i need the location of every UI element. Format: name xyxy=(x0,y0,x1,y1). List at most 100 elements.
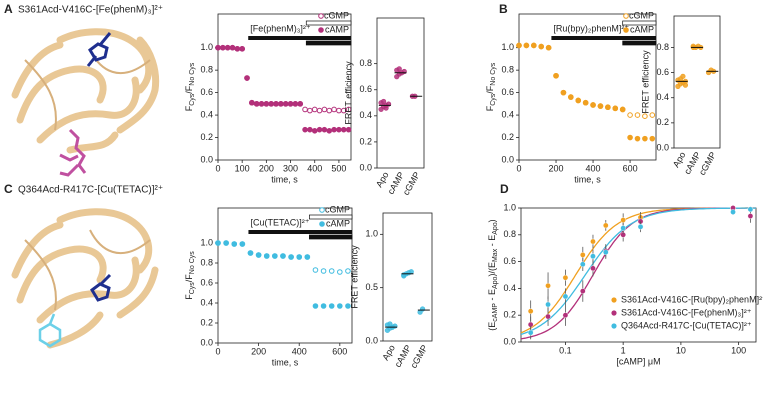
data-point xyxy=(345,106,352,113)
x-tick-label: 400 xyxy=(307,163,322,173)
data-point xyxy=(642,113,648,119)
data-point xyxy=(545,301,551,308)
legend-label: cAMP xyxy=(326,218,350,228)
protein-structure xyxy=(11,208,159,349)
data-point xyxy=(545,313,551,320)
y-tick-label: 0.6 xyxy=(200,277,213,287)
y-axis-label-part: No Cys xyxy=(189,62,196,85)
y-axis-label: FCys/FNo Cys xyxy=(184,251,195,300)
x-tick-label: cGMP xyxy=(408,343,429,370)
y-axis-label-part: No Cys xyxy=(189,251,196,274)
y-axis-label-part: /F xyxy=(184,85,194,94)
y-axis-label-part: Apo xyxy=(492,276,499,289)
legend-marker xyxy=(318,27,324,33)
data-point xyxy=(304,254,311,260)
y-tick-label: 0.4 xyxy=(200,297,213,307)
data-point xyxy=(234,46,241,52)
data-point xyxy=(747,206,754,213)
data-point xyxy=(562,293,569,300)
x-tick-label: 1 xyxy=(621,345,626,355)
y-tick-label: 0.6 xyxy=(359,84,372,94)
y-tick-label: 1.0 xyxy=(200,42,213,52)
data-point xyxy=(580,288,586,294)
plot-frame xyxy=(217,13,352,161)
y-tick-label: 0.4 xyxy=(200,109,213,119)
y-tick-label: 0.2 xyxy=(656,117,669,127)
data-point xyxy=(682,82,689,88)
panel-label: C xyxy=(4,182,13,196)
y-axis-label-part: /F xyxy=(485,85,495,94)
plot-frame xyxy=(520,207,757,343)
y-axis-label: FCys/FNo Cys xyxy=(184,62,195,111)
x-axis-label: time, s xyxy=(272,357,299,367)
ligand-bar xyxy=(622,40,657,46)
y-tick-label: 0.6 xyxy=(656,67,669,77)
y-axis-label: FRET efficiency xyxy=(349,245,359,309)
y-tick-label: 0.6 xyxy=(501,87,514,97)
legend-label: cAMP xyxy=(630,24,654,34)
data-point xyxy=(568,94,574,100)
legend-label: cAMP xyxy=(325,24,349,34)
y-tick-label: 0.4 xyxy=(503,283,516,293)
y-tick-label: 0.0 xyxy=(359,162,372,172)
data-point xyxy=(401,272,407,278)
data-point xyxy=(215,240,221,246)
x-tick-label: 10 xyxy=(676,345,686,355)
data-point xyxy=(336,107,342,114)
data-point xyxy=(278,101,284,107)
data-point xyxy=(239,241,246,247)
data-point xyxy=(582,99,589,106)
legend-marker xyxy=(319,207,325,213)
x-tick-label: 200 xyxy=(259,163,274,173)
data-point xyxy=(296,254,303,260)
data-point xyxy=(239,46,245,52)
y-axis-label-part: )/(E xyxy=(487,262,497,277)
y-tick-label: 0.0 xyxy=(200,154,213,164)
data-point xyxy=(580,261,586,268)
y-tick-label: 0.2 xyxy=(200,132,213,142)
y-tick-label: 0.8 xyxy=(200,257,213,267)
data-point xyxy=(545,282,551,289)
y-tick-label: 0.0 xyxy=(501,154,514,164)
y-axis-label-part: - E xyxy=(487,235,497,249)
y-tick-label: 0.6 xyxy=(503,256,516,266)
data-point xyxy=(730,209,736,215)
plot-frame xyxy=(673,15,721,149)
ion-bar xyxy=(551,36,656,40)
data-point xyxy=(649,112,656,118)
data-point xyxy=(634,112,641,118)
data-point xyxy=(605,104,611,111)
data-point xyxy=(637,223,644,230)
x-tick-label: 0 xyxy=(516,163,521,173)
data-point xyxy=(224,44,231,51)
data-point xyxy=(619,106,626,113)
legend-marker xyxy=(611,297,617,303)
data-point xyxy=(419,306,426,312)
data-point xyxy=(345,303,351,309)
data-point xyxy=(311,128,318,134)
data-point xyxy=(326,107,333,114)
y-axis-label: (EcAMP - EApo)/(EMax - EApo) xyxy=(487,219,498,330)
y-tick-label: 0.4 xyxy=(656,92,669,102)
data-point xyxy=(307,107,313,114)
panel-label: A xyxy=(4,2,13,16)
data-point xyxy=(273,101,279,107)
data-point xyxy=(523,42,530,49)
data-point xyxy=(312,267,319,273)
ligand-bar xyxy=(305,20,352,26)
y-axis-label: FCys/FNo Cys xyxy=(485,62,496,111)
data-point xyxy=(258,101,265,107)
data-point xyxy=(580,252,586,258)
data-point xyxy=(562,274,569,281)
data-point xyxy=(340,126,347,133)
legend-marker xyxy=(611,323,617,329)
data-point xyxy=(231,241,238,247)
data-point xyxy=(627,112,633,118)
data-point xyxy=(345,126,352,133)
x-tick-label: 400 xyxy=(586,163,601,173)
data-point xyxy=(408,269,414,275)
x-tick-label: 600 xyxy=(623,163,638,173)
data-point xyxy=(527,329,534,336)
data-point xyxy=(321,126,328,133)
